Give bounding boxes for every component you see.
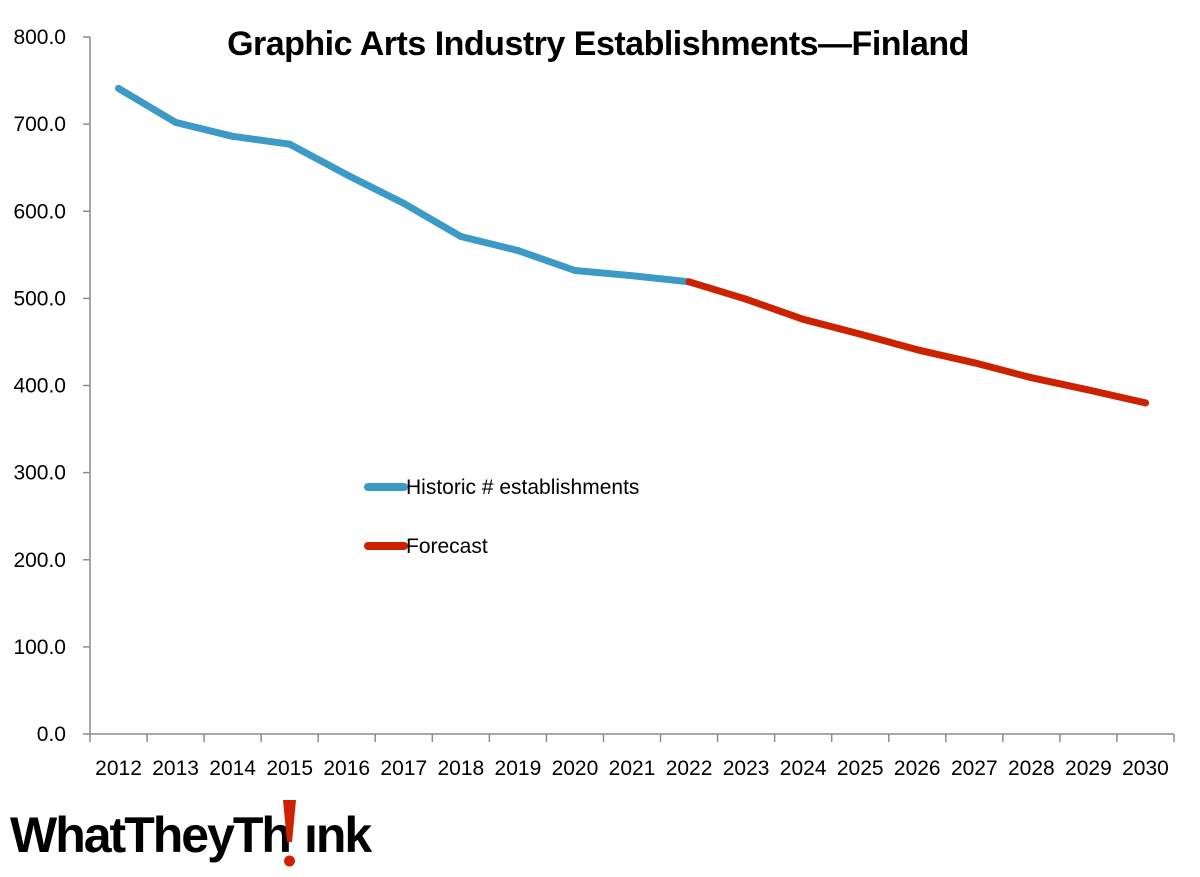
x-tick-label: 2016 xyxy=(323,757,370,780)
legend-label-forecast: Forecast xyxy=(406,535,488,558)
x-tick-label: 2019 xyxy=(495,757,542,780)
data-point xyxy=(286,140,294,148)
x-axis-ticks: 2012 2013 2014 2015 2016 2017 2018 2019 2020 2021… xyxy=(89,734,1175,780)
legend-label-historic: Historic # establishments xyxy=(406,476,639,499)
x-tick-label: 2021 xyxy=(609,757,656,780)
data-point xyxy=(343,171,351,179)
data-point xyxy=(514,246,522,254)
logo-text-after: nk xyxy=(316,807,373,863)
y-tick-label: 200.0 xyxy=(13,549,66,572)
y-tick-label: 700.0 xyxy=(13,113,66,136)
logo-exclamation-dot xyxy=(284,855,295,867)
logo-text-before: WhatTheyTh xyxy=(10,807,290,863)
data-point xyxy=(628,272,636,280)
x-tick-label: 2020 xyxy=(552,757,599,780)
series-lines xyxy=(115,84,1149,407)
y-tick-label: 0.0 xyxy=(37,723,66,746)
legend: Historic # establishments Forecast xyxy=(364,476,639,558)
series-line-forecast xyxy=(685,278,1149,407)
series-line-historic xyxy=(115,84,693,286)
data-point xyxy=(172,118,180,126)
x-tick-label: 2028 xyxy=(1008,757,1055,780)
x-tick-label: 2022 xyxy=(666,757,713,780)
y-tick-label: 300.0 xyxy=(13,462,66,485)
logo-text-i: ı xyxy=(304,807,316,863)
x-tick-label: 2029 xyxy=(1065,757,1112,780)
data-point xyxy=(799,315,807,323)
chart-title: Graphic Arts Industry Establishments—Fin… xyxy=(227,25,969,63)
data-point xyxy=(1027,374,1035,382)
x-tick-label: 2030 xyxy=(1122,757,1169,780)
x-tick-label: 2024 xyxy=(780,757,827,780)
data-point xyxy=(970,359,978,367)
y-tick-label: 600.0 xyxy=(13,200,66,223)
data-point xyxy=(457,233,465,241)
data-point xyxy=(913,346,921,354)
x-tick-label: 2013 xyxy=(152,757,199,780)
x-tick-label: 2012 xyxy=(95,757,142,780)
x-tick-label: 2018 xyxy=(437,757,484,780)
x-tick-label: 2027 xyxy=(951,757,998,780)
data-point xyxy=(400,199,408,207)
data-point xyxy=(115,84,123,92)
data-point xyxy=(1141,399,1149,407)
data-point xyxy=(685,278,693,286)
x-tick-label: 2017 xyxy=(380,757,427,780)
x-tick-label: 2026 xyxy=(894,757,941,780)
data-point xyxy=(229,132,237,140)
y-tick-label: 100.0 xyxy=(13,636,66,659)
y-tick-label: 800.0 xyxy=(13,26,66,49)
data-point xyxy=(856,330,864,338)
logo-exclamation-icon xyxy=(283,800,296,842)
x-tick-label: 2015 xyxy=(266,757,313,780)
y-tick-label: 400.0 xyxy=(13,375,66,398)
data-point xyxy=(571,266,579,274)
whattheythink-logo: WhatTheyTh ınk xyxy=(10,800,374,867)
data-point xyxy=(742,295,750,303)
y-tick-label: 500.0 xyxy=(13,287,66,310)
x-tick-label: 2025 xyxy=(837,757,884,780)
y-axis-ticks: 0.0 100.0 200.0 300.0 400.0 500.0 600.0 700.0 80… xyxy=(13,26,90,746)
data-point xyxy=(1084,386,1092,394)
x-tick-label: 2014 xyxy=(209,757,256,780)
x-tick-label: 2023 xyxy=(723,757,770,780)
